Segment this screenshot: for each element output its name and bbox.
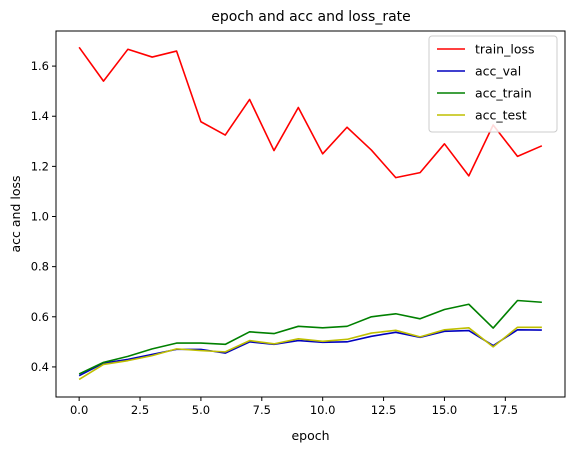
legend-label: train_loss	[475, 42, 535, 57]
series-line-acc-train	[78, 299, 542, 375]
y-axis: 0.4 0.6 0.8 1.0 1.2 1.4 1.6	[31, 59, 56, 374]
legend-label: acc_val	[475, 64, 521, 79]
chart-title: epoch and acc and loss_rate	[211, 9, 411, 25]
y-axis-label: acc and loss	[8, 175, 23, 252]
legend-box	[428, 35, 558, 133]
series-line-train-loss	[78, 46, 543, 179]
y-tick-label: 0.8	[31, 260, 49, 274]
x-axis: 0.0 2.5 5.0 7.5 10.0 12.5 15.0 17.5	[70, 397, 518, 417]
y-tick-label: 1.0	[31, 210, 49, 224]
x-tick-label: 17.5	[493, 403, 519, 417]
legend-label: acc_test	[475, 108, 527, 123]
x-tick-label: 7.5	[253, 403, 271, 417]
legend-label: acc_train	[475, 86, 532, 101]
x-tick-label: 2.5	[131, 403, 149, 417]
x-tick-label: 12.5	[371, 403, 397, 417]
x-tick-label: 5.0	[192, 403, 210, 417]
x-tick-label: 10.0	[310, 403, 336, 417]
y-tick-label: 0.6	[31, 310, 49, 324]
legend: train_loss acc_val acc_train acc_test	[428, 35, 558, 133]
y-tick-label: 1.4	[31, 109, 49, 123]
y-tick-label: 1.2	[31, 159, 49, 173]
x-tick-label: 0.0	[70, 403, 88, 417]
series-line-acc-val	[78, 329, 542, 377]
plot-area	[78, 46, 543, 381]
y-tick-label: 1.6	[31, 59, 49, 73]
y-tick-label: 0.4	[31, 360, 49, 374]
series-line-acc-test	[78, 326, 542, 381]
x-tick-label: 15.0	[432, 403, 458, 417]
axes-frame	[55, 30, 566, 398]
x-axis-label: epoch	[291, 428, 329, 443]
